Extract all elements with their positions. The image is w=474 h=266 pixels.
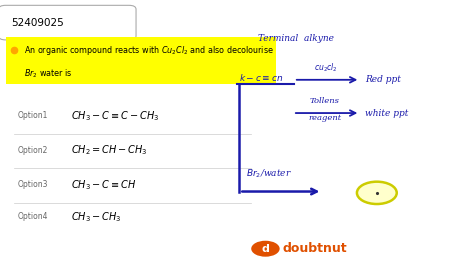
FancyBboxPatch shape (0, 5, 136, 40)
Text: Terminal  alkyne: Terminal alkyne (258, 34, 334, 43)
Text: reagent: reagent (308, 114, 341, 122)
Circle shape (357, 182, 397, 204)
Text: 52409025: 52409025 (11, 18, 64, 28)
FancyBboxPatch shape (6, 37, 276, 84)
Text: $CH_3 - C \equiv CH$: $CH_3 - C \equiv CH$ (71, 178, 137, 192)
Text: Option3: Option3 (18, 180, 48, 189)
Text: $cu_2cl_2$: $cu_2cl_2$ (314, 62, 338, 74)
Text: $CH_3 - C \equiv C - CH_3$: $CH_3 - C \equiv C - CH_3$ (71, 109, 159, 123)
Text: An organic compound reacts with $Cu_2Cl_2$ and also decolourise: An organic compound reacts with $Cu_2Cl_… (24, 44, 273, 57)
Text: $Br_2$ water is: $Br_2$ water is (24, 67, 72, 80)
Text: Option4: Option4 (18, 212, 48, 221)
Text: $CH_2 = CH - CH_3$: $CH_2 = CH - CH_3$ (71, 143, 148, 157)
Text: white ppt: white ppt (365, 109, 409, 118)
Text: Option2: Option2 (18, 146, 48, 155)
Text: $CH_3 - CH_3$: $CH_3 - CH_3$ (71, 210, 122, 224)
Text: Option1: Option1 (18, 111, 48, 120)
Text: $Br_2$/water: $Br_2$/water (246, 168, 292, 180)
Text: $k - c\equiv cn$: $k - c\equiv cn$ (239, 72, 283, 83)
Circle shape (251, 241, 280, 257)
Text: Red ppt: Red ppt (365, 75, 401, 84)
Text: Tollens: Tollens (310, 97, 340, 105)
Text: d: d (262, 244, 269, 254)
Text: doubtnut: doubtnut (282, 242, 346, 255)
